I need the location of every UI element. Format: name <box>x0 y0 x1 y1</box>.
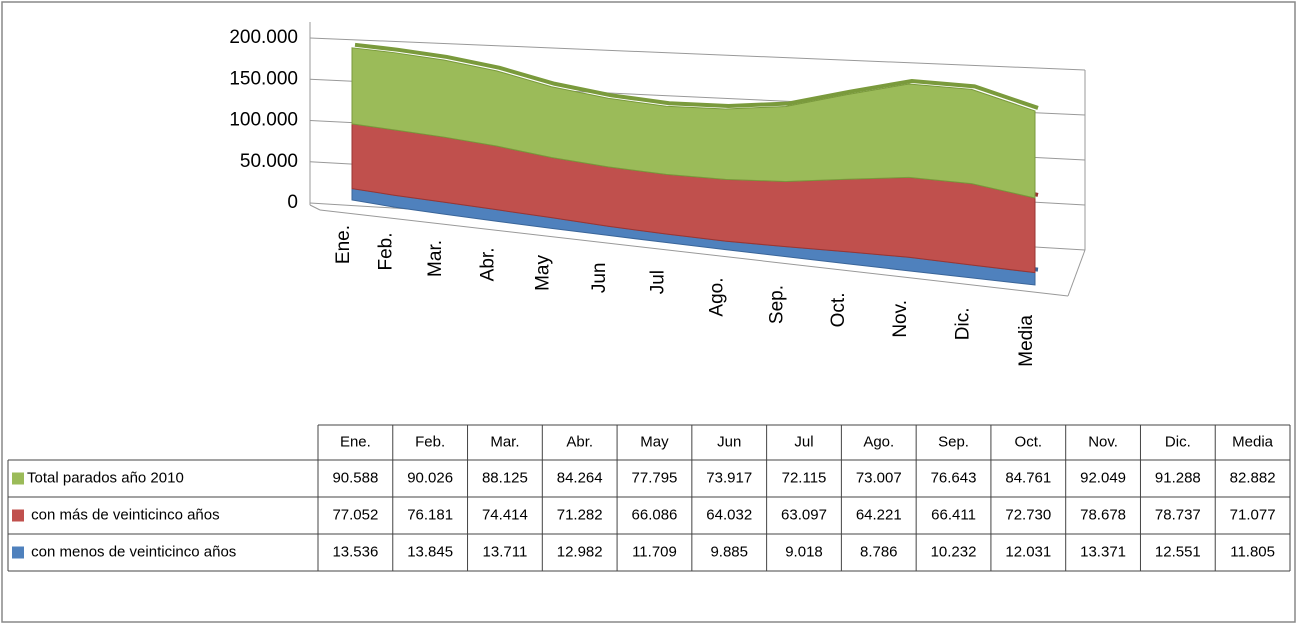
table-cell: 12.031 <box>1005 543 1051 560</box>
table-header: Media <box>1232 433 1274 450</box>
legend-swatch <box>12 546 24 559</box>
table-header: Dic. <box>1165 433 1191 450</box>
grid-line <box>309 37 1086 71</box>
y-tick-label: 50.000 <box>240 151 298 172</box>
x-tick-label: Feb. <box>375 233 396 271</box>
x-tick-label: Ene. <box>333 225 354 264</box>
table-cell: 73.007 <box>856 469 902 486</box>
table-cell: 8.786 <box>860 543 898 560</box>
legend-label: con más de veinticinco años <box>27 506 220 523</box>
table-header: Oct. <box>1015 433 1043 450</box>
table-cell: 64.221 <box>856 506 902 523</box>
table-cell: 12.982 <box>557 543 603 560</box>
table-cell: 72.115 <box>782 469 827 486</box>
x-tick-label: Dic. <box>953 308 974 341</box>
table-cell: 9.885 <box>710 543 748 560</box>
table-header: May <box>640 433 669 450</box>
x-tick-label: Jul <box>647 270 668 294</box>
table-cell: 13.536 <box>332 543 378 560</box>
y-tick-label: 150.000 <box>229 68 298 89</box>
table-cell: 74.414 <box>482 506 528 523</box>
table-cell: 76.643 <box>931 469 977 486</box>
table-cell: 71.282 <box>557 506 603 523</box>
table-cell: 88.125 <box>482 469 528 486</box>
table-header: Nov. <box>1088 433 1118 450</box>
y-tick-label: 0 <box>287 192 298 213</box>
area <box>351 47 1036 199</box>
table-cell: 66.411 <box>931 506 976 523</box>
y-tick-label: 100.000 <box>229 110 298 131</box>
table-header: Ene. <box>340 433 371 450</box>
table-header: Jul <box>794 433 813 450</box>
table-cell: 11.805 <box>1230 543 1275 560</box>
table-cell: 77.052 <box>332 506 378 523</box>
table-header: Mar. <box>490 433 519 450</box>
table-cell: 66.086 <box>632 506 678 523</box>
legend-swatch <box>12 472 24 485</box>
table-cell: 84.264 <box>557 469 603 486</box>
table-cell: 13.711 <box>483 543 528 560</box>
legend-swatch <box>12 509 24 522</box>
table-cell: 12.551 <box>1155 543 1201 560</box>
legend-label: Total parados año 2010 <box>27 469 184 486</box>
y-tick-label: 200.000 <box>229 27 298 48</box>
table-cell: 64.032 <box>706 506 752 523</box>
table-header: Sep. <box>938 433 969 450</box>
table-cell: 82.882 <box>1230 469 1276 486</box>
x-tick-label: Mar. <box>425 240 446 277</box>
table-cell: 76.181 <box>407 506 453 523</box>
x-tick-label: Oct. <box>828 293 849 328</box>
table-cell: 77.795 <box>632 469 678 486</box>
table-cell: 78.678 <box>1080 506 1126 523</box>
table-cell: 84.761 <box>1005 469 1051 486</box>
table-cell: 9.018 <box>785 543 823 560</box>
table-cell: 71.077 <box>1230 506 1276 523</box>
legend-label: con menos de veinticinco años <box>27 543 236 560</box>
x-tick-label: Abr. <box>478 248 499 282</box>
x-tick-label: Jun <box>589 263 610 294</box>
table-cell: 78.737 <box>1155 506 1201 523</box>
table-cell: 90.026 <box>407 469 453 486</box>
table-cell: 91.288 <box>1155 469 1201 486</box>
table-cell: 73.917 <box>706 469 752 486</box>
x-tick-label: May <box>533 255 554 291</box>
table-cell: 11.709 <box>632 543 677 560</box>
table-cell: 90.588 <box>332 469 378 486</box>
table-header: Jun <box>717 433 741 450</box>
x-tick-label: Media <box>1016 315 1037 367</box>
table-cell: 72.730 <box>1005 506 1051 523</box>
table-cell: 10.232 <box>931 543 977 560</box>
floor-edge <box>309 204 321 211</box>
x-tick-label: Nov. <box>890 300 911 338</box>
table-header: Abr. <box>566 433 593 450</box>
table-cell: 13.845 <box>407 543 453 560</box>
table-cell: 63.097 <box>781 506 827 523</box>
table-header: Feb. <box>415 433 445 450</box>
table-cell: 92.049 <box>1080 469 1126 486</box>
table-cell: 13.371 <box>1080 543 1126 560</box>
floor-edge <box>319 209 1069 297</box>
area-top-edge <box>354 42 1039 110</box>
table-header: Ago. <box>863 433 894 450</box>
floor-edge <box>1067 249 1086 297</box>
x-tick-label: Sep. <box>767 285 788 324</box>
x-tick-label: Ago. <box>706 278 727 317</box>
